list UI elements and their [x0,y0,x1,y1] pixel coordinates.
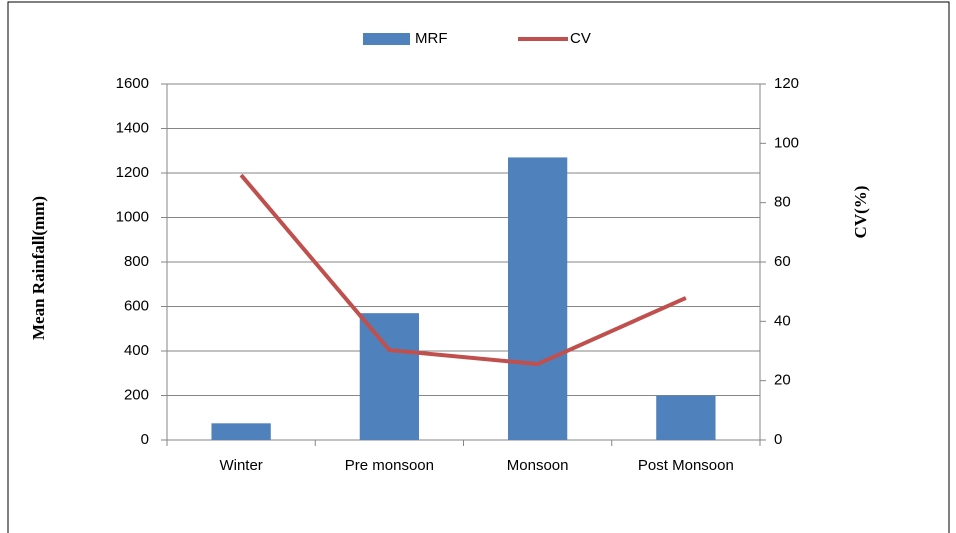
y-tick-label: 0 [141,431,149,448]
y2-tick-label: 60 [774,253,791,270]
y-tick-label: 1600 [116,75,149,92]
chart-border [7,1,950,533]
y-tick-label: 1200 [116,164,149,181]
y2-tick-label: 120 [774,75,799,92]
x-tick-label: Monsoon [507,457,569,474]
y-tick-label: 800 [124,253,149,270]
y-tick-label: 400 [124,342,149,359]
y2-tick-label: 80 [774,194,791,211]
y-tick-label: 1400 [116,119,149,136]
y-tick-label: 200 [124,386,149,403]
y-axis-title: Mean Rainfall(mm) [29,196,48,340]
y2-tick-label: 40 [774,312,791,329]
bar [656,395,716,440]
legend-swatch [363,33,410,45]
bar [211,423,271,440]
y-tick-label: 1000 [116,208,149,225]
y-tick-label: 600 [124,297,149,314]
y2-tick-label: 20 [774,372,791,389]
y2-axis-title: CV(%) [851,186,870,239]
x-tick-label: Winter [219,457,262,474]
bar [359,313,420,440]
y2-tick-label: 100 [774,134,799,151]
x-tick-label: Pre monsoon [345,457,434,474]
legend-label: CV [570,30,591,47]
legend-label: MRF [415,30,448,47]
x-tick-label: Post Monsoon [638,457,734,474]
line [239,173,687,367]
y2-tick-label: 0 [774,431,782,448]
bar [507,157,568,441]
